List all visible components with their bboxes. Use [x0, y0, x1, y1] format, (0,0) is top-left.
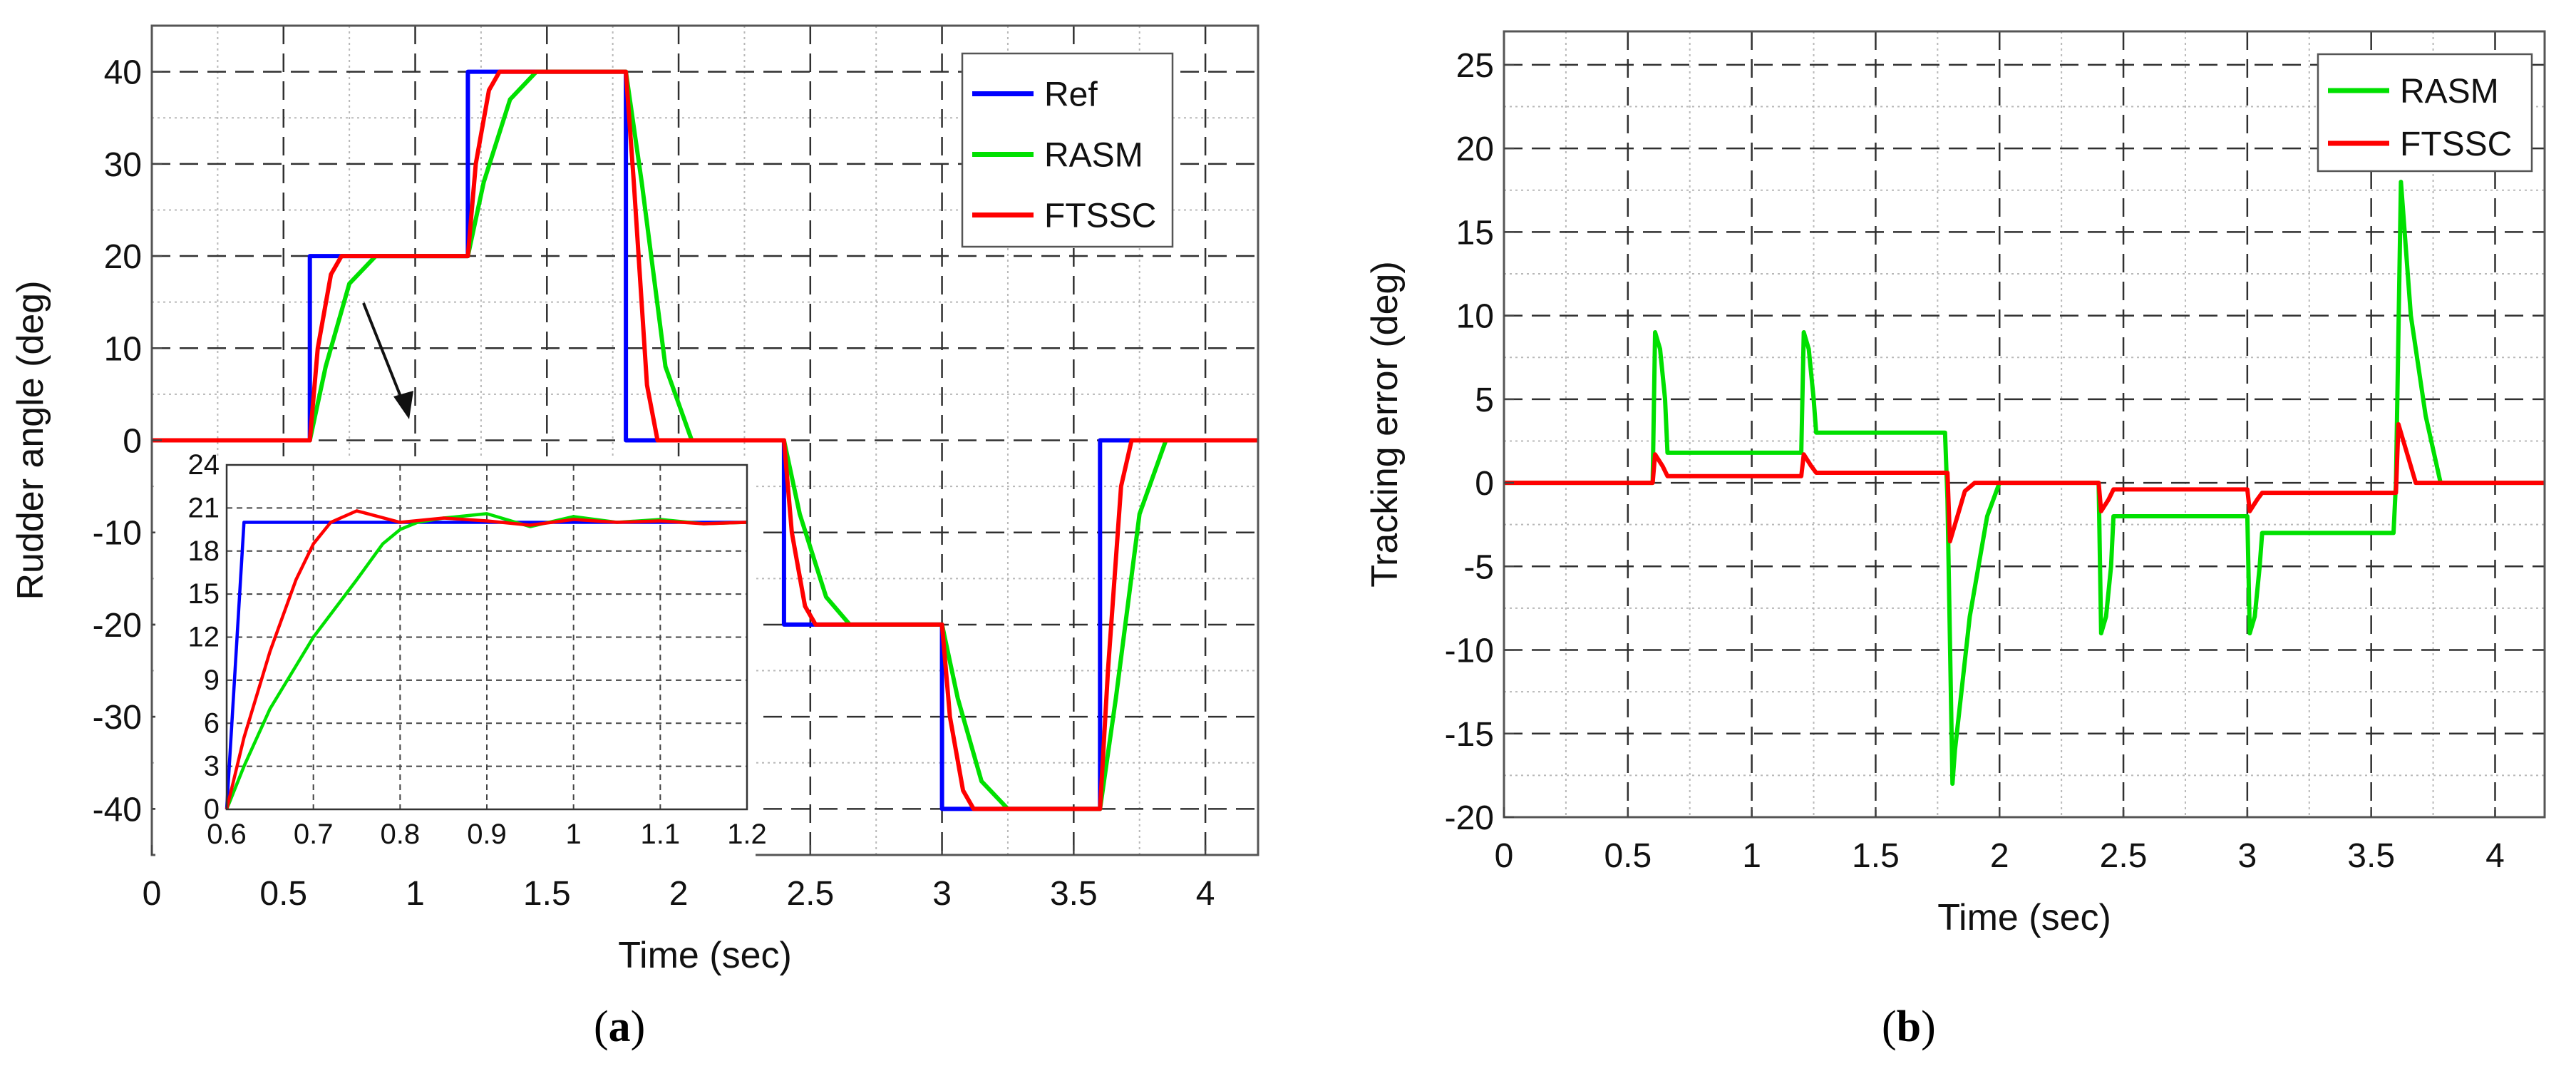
- y-tick-label: -20: [93, 607, 142, 645]
- inset-y-tick-label: 21: [188, 492, 220, 523]
- y-tick-label: -30: [93, 699, 142, 737]
- plot-frame: [1503, 30, 2546, 819]
- y-tick-label: 10: [1456, 298, 1494, 336]
- y-tick-label: -15: [1445, 716, 1494, 754]
- legend: Ref RASM FTSSC: [961, 52, 1174, 248]
- inset-y-tick-label: 0: [204, 794, 220, 825]
- y-tick-label: 25: [1456, 47, 1494, 85]
- y-tick-label: -5: [1463, 548, 1494, 586]
- legend-label-ref: Ref: [1044, 76, 1098, 114]
- inset-y-tick-label: 6: [204, 707, 220, 739]
- chart-b: 0 0.5 1 1.5 2 2.5 3 3.5 4 -20 -15 -10 -5 0 5 10 15 20 25 Ti…: [1364, 30, 2546, 938]
- legend: RASM FTSSC: [2317, 53, 2533, 173]
- inset-y-tick-label: 18: [188, 536, 220, 567]
- inset-x-tick-label: 1.1: [641, 819, 681, 850]
- x-tick-label: 1: [1742, 837, 1761, 875]
- inset-y-tick-label: 3: [204, 751, 220, 782]
- series-group: [1504, 180, 2545, 787]
- y-tick-label: 20: [104, 238, 142, 276]
- inset-x-tick-label: 0.9: [467, 819, 507, 850]
- series-ftssc-line: [152, 69, 1258, 811]
- y-axis-label: Tracking error (deg): [1364, 261, 1406, 588]
- y-tick-label: -10: [1445, 632, 1494, 670]
- y-tick-label: 10: [104, 330, 142, 368]
- y-tick-label: -40: [93, 791, 142, 829]
- x-tick-label: 3.5: [1050, 875, 1098, 913]
- x-axis-label: Time (sec): [1937, 897, 2111, 938]
- inset-x-tick-label: 0.6: [207, 819, 247, 850]
- legend-label-rasm: RASM: [1044, 137, 1143, 175]
- x-tick-label: 3: [2238, 837, 2257, 875]
- x-tick-label: 2.5: [2100, 837, 2148, 875]
- inset-y-tick-label: 9: [204, 665, 220, 696]
- annotation-arrow: [362, 302, 413, 419]
- x-tick-label: 0.5: [259, 875, 307, 913]
- inset-frame: [225, 463, 748, 811]
- y-tick-label: -10: [93, 515, 142, 553]
- x-tick-label: 2: [1990, 837, 2009, 875]
- inset-x-tick-label: 0.7: [294, 819, 334, 850]
- inset-y-tick-label: 15: [188, 578, 220, 610]
- y-tick-label: -20: [1445, 799, 1494, 837]
- y-tick-label: 5: [1475, 381, 1494, 419]
- x-tick-label: 0: [143, 875, 162, 913]
- caption-b: (b): [1882, 1003, 1936, 1051]
- x-tick-label: 2: [669, 875, 689, 913]
- x-axis-label: Time (sec): [618, 935, 792, 976]
- y-tick-label: 15: [1456, 214, 1494, 252]
- y-tick-label: 40: [104, 54, 142, 92]
- caption-a: (a): [594, 1003, 646, 1051]
- y-axis-label: Rudder angle (deg): [10, 280, 51, 600]
- series-group: [152, 69, 1258, 811]
- y-tick-label: 20: [1456, 130, 1494, 168]
- series-ftssc-line: [1504, 422, 2545, 544]
- x-tick-label: 4: [1196, 875, 1215, 913]
- chart-a: 0 0.5 1 1.5 2 2.5 3 3.5 4-40-30-20-10010203040Ti…: [10, 24, 1259, 976]
- arrow-head: [393, 391, 413, 419]
- inset-chart: 0.6 0.7 0.8 0.9 1 1.1 1.2 0 3 6 9 12 15 18 21 24: [155, 449, 767, 858]
- x-tick-label: 3.5: [2347, 837, 2395, 875]
- x-tick-label: 1: [406, 875, 425, 913]
- inset-series-ref-line: [225, 521, 747, 810]
- inset-y-tick-label: 24: [188, 449, 220, 481]
- y-tick-label: 0: [123, 423, 142, 461]
- legend-label-rasm: RASM: [2400, 73, 2499, 111]
- x-tick-label: 4: [2485, 837, 2505, 875]
- inset-y-tick-label: 12: [188, 622, 220, 653]
- x-tick-label: 0.5: [1604, 837, 1652, 875]
- y-tick-label: 0: [1475, 465, 1494, 503]
- inset-x-tick-label: 1.2: [727, 819, 767, 850]
- x-tick-label: 1.5: [523, 875, 571, 913]
- inset-x-tick-label: 0.8: [381, 819, 421, 850]
- x-tick-label: 0: [1495, 837, 1514, 875]
- arrow-shaft: [362, 302, 405, 404]
- x-tick-label: 3: [932, 875, 952, 913]
- legend-box: [2317, 53, 2533, 173]
- inset-series-ftssc-line: [225, 509, 748, 810]
- x-tick-label: 2.5: [786, 875, 834, 913]
- y-tick-label: 30: [104, 146, 142, 184]
- ticks: 0 0.5 1 1.5 2 2.5 3 3.5 4 -20 -15 -10 -5 0 5 10 15 20 25: [1445, 47, 2505, 875]
- inset-x-tick-label: 1: [566, 819, 582, 850]
- legend-label-ftssc: FTSSC: [2400, 125, 2512, 163]
- x-tick-label: 1.5: [1852, 837, 1900, 875]
- legend-label-ftssc: FTSSC: [1044, 198, 1156, 235]
